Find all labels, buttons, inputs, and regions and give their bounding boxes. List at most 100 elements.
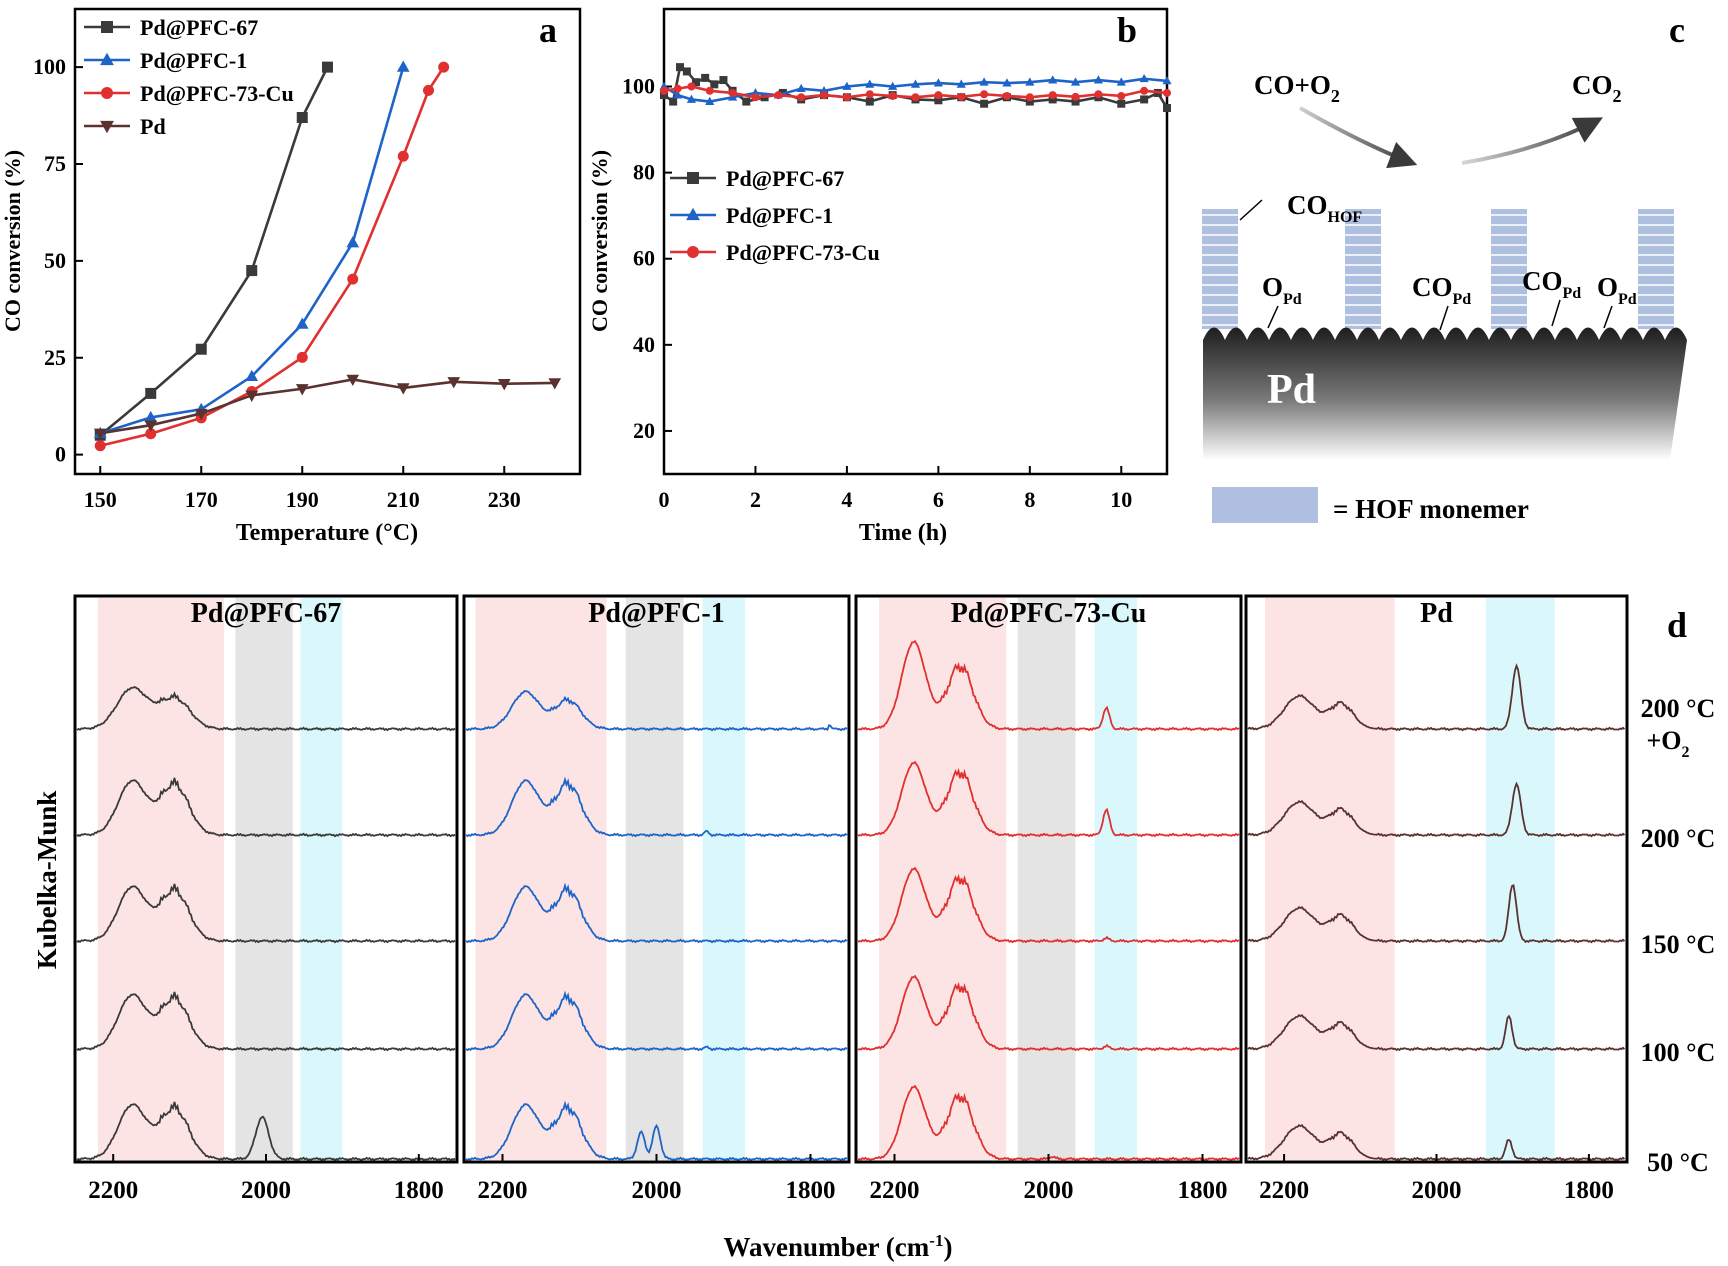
x-tick-label: 2200 bbox=[478, 1177, 528, 1204]
pointer-line bbox=[1239, 199, 1263, 221]
panel-d-xlabel: Wavenumber (cm-1) bbox=[724, 1231, 953, 1262]
highlight-band bbox=[300, 598, 343, 1160]
legend-marker bbox=[687, 172, 699, 184]
x-tick-label: 6 bbox=[933, 487, 944, 512]
spectrum-line bbox=[1247, 1014, 1626, 1052]
data-point bbox=[195, 343, 207, 355]
data-point bbox=[548, 378, 562, 390]
panel-a-label: a bbox=[539, 10, 557, 50]
data-point bbox=[701, 73, 710, 82]
data-point bbox=[295, 317, 309, 329]
pd-surface bbox=[1203, 327, 1687, 460]
data-point bbox=[144, 410, 158, 423]
data-point bbox=[1025, 77, 1035, 86]
x-tick-label: 2 bbox=[750, 487, 761, 512]
x-tick-label: 2000 bbox=[1024, 1177, 1074, 1204]
highlight-band bbox=[1094, 598, 1138, 1160]
data-point bbox=[865, 97, 874, 106]
legend-marker bbox=[101, 21, 113, 33]
highlight-band bbox=[475, 598, 607, 1160]
panel-c-label: c bbox=[1669, 10, 1685, 50]
hof-block bbox=[1491, 209, 1527, 329]
series-line bbox=[99, 66, 329, 437]
panel-d-chart: Pd@PFC-67 2200 2000 1800 Pd@PFC-1 2200 2000 180… bbox=[32, 594, 1716, 1262]
spectra-panel-title: Pd@PFC-73-Cu bbox=[951, 598, 1147, 629]
spectra-panel-title: Pd@PFC-1 bbox=[588, 598, 724, 629]
panel-b-label: b bbox=[1117, 10, 1137, 50]
spectrum-line bbox=[857, 866, 1240, 944]
condition-labels: 200 °C +O2 200 °C 150 °C 100 °C 50 °C bbox=[1641, 694, 1716, 1177]
data-point bbox=[1025, 93, 1034, 102]
data-point bbox=[1139, 73, 1149, 83]
y-tick-label: 0 bbox=[55, 442, 66, 467]
hof-block bbox=[1202, 209, 1238, 329]
x-tick-label: 150 bbox=[84, 487, 117, 512]
spectrum-line bbox=[76, 686, 456, 732]
highlight-band bbox=[702, 598, 746, 1160]
data-point bbox=[796, 83, 806, 93]
data-point bbox=[865, 90, 874, 99]
panel-a-series bbox=[93, 60, 562, 452]
panel-b-legend: Pd@PFC-67 Pd@PFC-1 Pd@PFC-73-Cu bbox=[670, 166, 880, 265]
panel-d-ylabel: Kubelka-Munk bbox=[32, 791, 62, 970]
x-tick-label: 2000 bbox=[632, 1177, 682, 1204]
x-tick-label: 190 bbox=[286, 487, 319, 512]
reaction-arrow-left bbox=[1299, 106, 1418, 169]
data-point bbox=[1162, 76, 1172, 85]
data-point bbox=[93, 428, 107, 440]
data-point bbox=[705, 86, 714, 95]
x-tick-label: 8 bbox=[1024, 487, 1035, 512]
o-pd-label-2: OPd bbox=[1597, 272, 1637, 308]
data-point bbox=[956, 79, 966, 88]
highlight-band bbox=[1265, 598, 1395, 1160]
data-point bbox=[1025, 97, 1034, 106]
data-point bbox=[728, 88, 737, 97]
x-tick-label: 1800 bbox=[394, 1177, 444, 1204]
panel-b-ylabel: CO conversion (%) bbox=[587, 150, 612, 332]
data-point bbox=[1048, 75, 1058, 84]
spectrum-line bbox=[1247, 663, 1626, 732]
data-point bbox=[194, 408, 208, 421]
data-point bbox=[797, 93, 806, 102]
data-point bbox=[423, 84, 434, 96]
spectra-panel-title: Pd@PFC-67 bbox=[191, 598, 341, 629]
panel-b-xlabel: Time (h) bbox=[859, 520, 947, 546]
data-point bbox=[245, 390, 259, 402]
data-point bbox=[1163, 88, 1171, 97]
data-point bbox=[246, 265, 258, 277]
legend-marker bbox=[686, 207, 700, 221]
x-tick-label: 0 bbox=[659, 487, 670, 512]
x-tick-label: 230 bbox=[488, 487, 521, 512]
data-point bbox=[1002, 91, 1011, 100]
x-tick-label: 4 bbox=[841, 487, 852, 512]
data-point bbox=[719, 76, 728, 85]
data-point bbox=[934, 96, 943, 105]
data-point bbox=[742, 97, 751, 106]
legend-marker bbox=[687, 246, 699, 258]
spectrum-line bbox=[857, 639, 1240, 732]
data-point bbox=[660, 91, 668, 100]
x-tick-label: 1800 bbox=[1564, 1177, 1614, 1204]
spectrum-line bbox=[465, 776, 848, 838]
data-point bbox=[1048, 91, 1057, 100]
spectra-panel-pd: Pd 2200 2000 1800 bbox=[1244, 594, 1629, 1204]
condition-label: 200 °C bbox=[1641, 824, 1716, 853]
spectrum-line bbox=[465, 1100, 848, 1162]
panel-c-scheme: c CO+O2 CO2 Pd COHOF OPd COPd COPd OPd = HOF… bbox=[1202, 10, 1687, 524]
legend-entry: Pd@PFC-1 bbox=[726, 203, 833, 228]
spectrum-line bbox=[76, 1101, 456, 1162]
data-point bbox=[673, 90, 683, 99]
legend-marker bbox=[101, 87, 113, 99]
spectra-panel-pd-pfc-1: Pd@PFC-1 2200 2000 1800 bbox=[462, 594, 851, 1204]
series-pd-pfc-1 bbox=[659, 73, 1172, 105]
data-point bbox=[842, 93, 851, 102]
y-tick-label: 80 bbox=[633, 160, 655, 185]
series-pd bbox=[93, 374, 562, 440]
y-tick-label: 60 bbox=[633, 246, 655, 271]
spectra-panel-pd-pfc-67: Pd@PFC-67 2200 2000 1800 bbox=[73, 594, 459, 1204]
panel-a-ylabel: CO conversion (%) bbox=[0, 150, 25, 332]
data-point bbox=[774, 91, 783, 100]
co-pd-label: COPd bbox=[1412, 272, 1471, 308]
data-point bbox=[1002, 78, 1012, 87]
